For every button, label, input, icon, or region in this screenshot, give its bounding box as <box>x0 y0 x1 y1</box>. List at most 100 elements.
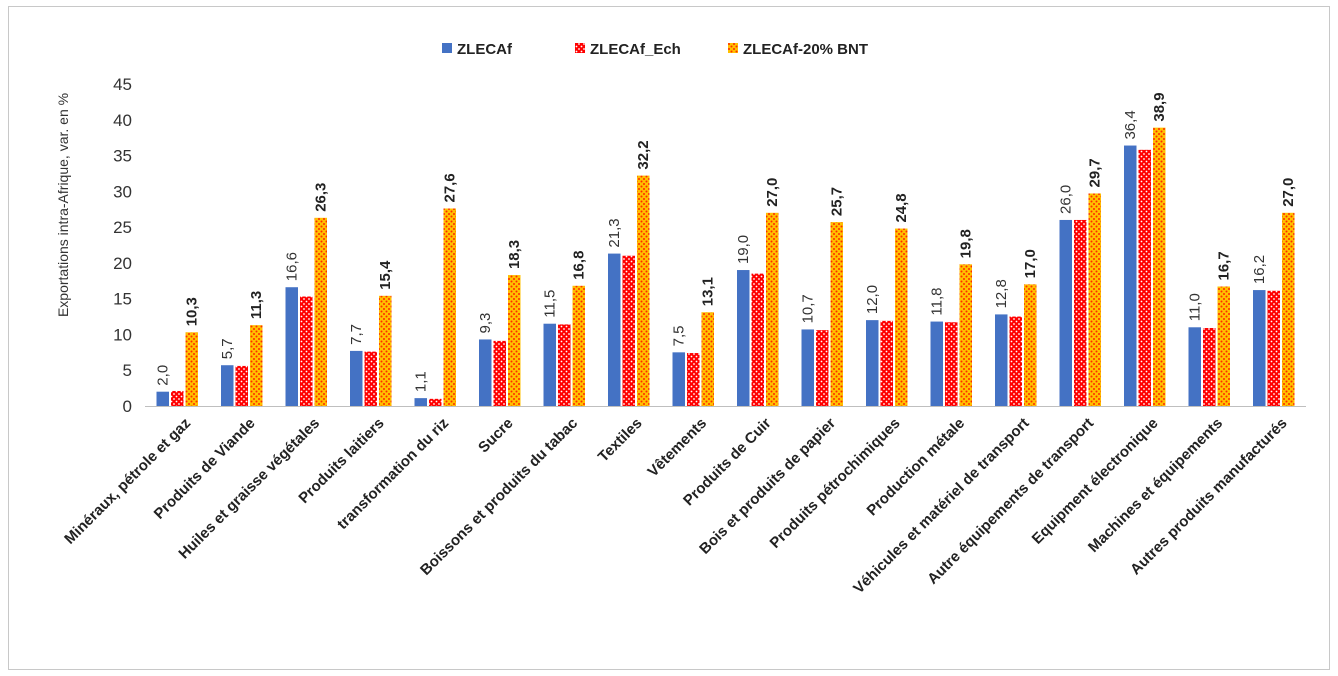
data-label-zlecaf: 7,5 <box>671 325 688 346</box>
bar-zlecaf-ech <box>300 296 313 406</box>
data-label-zlecaf: 12,8 <box>993 279 1010 308</box>
bar-zlecaf-20-bnt <box>572 285 585 406</box>
legend-label-zlecaf-ech: ZLECAf_Ech <box>590 41 681 58</box>
bar-zlecaf <box>414 398 427 406</box>
data-label-zlecaf: 21,3 <box>606 218 623 247</box>
data-label-zlecaf: 5,7 <box>219 338 236 359</box>
bar-zlecaf-ech <box>1267 290 1280 406</box>
bar-zlecaf-ech <box>1074 219 1087 406</box>
data-label-zlecaf: 11,8 <box>929 287 946 315</box>
data-label-zlecaf-20-bnt: 11,3 <box>248 291 265 319</box>
y-tick-label: 5 <box>123 361 132 380</box>
bar-zlecaf <box>930 321 943 406</box>
bar-zlecaf-20-bnt <box>1088 193 1101 406</box>
bar-zlecaf-ech <box>622 255 635 406</box>
bar-zlecaf-20-bnt <box>895 228 908 406</box>
bar-zlecaf-20-bnt <box>314 217 327 406</box>
data-label-zlecaf-20-bnt: 16,8 <box>571 251 588 280</box>
y-tick-label: 20 <box>113 254 132 273</box>
bar-zlecaf-ech <box>235 365 248 406</box>
data-label-zlecaf-20-bnt: 10,3 <box>184 297 201 326</box>
bars <box>156 127 1295 406</box>
data-label-zlecaf-20-bnt: 19,8 <box>958 229 975 258</box>
x-category-label: Produits pétrochimiques <box>767 415 904 552</box>
bar-zlecaf-ech <box>493 340 506 406</box>
y-axis-label: Exportations intra-Afrique, var. en % <box>55 93 71 317</box>
bar-zlecaf <box>801 329 814 406</box>
data-label-zlecaf: 36,4 <box>1122 110 1139 139</box>
bar-zlecaf <box>737 270 750 406</box>
bar-zlecaf-20-bnt <box>701 312 714 406</box>
bar-zlecaf <box>156 391 169 406</box>
bar-zlecaf <box>350 350 363 406</box>
data-label-zlecaf: 19,0 <box>735 235 752 264</box>
data-label-zlecaf-20-bnt: 24,8 <box>893 193 910 222</box>
legend-label-zlecaf: ZLECAf <box>457 41 513 58</box>
bar-zlecaf-20-bnt <box>379 295 392 406</box>
data-label-zlecaf-20-bnt: 27,0 <box>1280 178 1297 207</box>
y-tick-label: 45 <box>113 75 132 94</box>
bar-zlecaf-20-bnt <box>830 222 843 406</box>
y-axis-ticks: 0 5 10 15 20 25 30 35 40 45 <box>113 75 132 416</box>
legend-swatch-zlecaf-ech <box>575 43 585 53</box>
legend-swatch-zlecaf <box>442 43 452 53</box>
data-label-zlecaf-20-bnt: 26,3 <box>313 183 330 212</box>
bar-zlecaf-20-bnt <box>1024 284 1037 406</box>
data-label-zlecaf-20-bnt: 25,7 <box>829 187 846 216</box>
bar-zlecaf-ech <box>171 390 184 406</box>
data-label-zlecaf: 26,0 <box>1058 185 1075 214</box>
bar-zlecaf <box>608 253 621 406</box>
bar-zlecaf <box>285 287 298 406</box>
data-label-zlecaf: 9,3 <box>477 313 494 334</box>
data-label-zlecaf-20-bnt: 15,4 <box>377 260 394 290</box>
x-category-label: Sucre <box>475 415 517 457</box>
bar-zlecaf-20-bnt <box>443 208 456 406</box>
data-label-zlecaf: 16,2 <box>1251 255 1268 284</box>
bar-zlecaf-ech <box>687 353 700 406</box>
bar-zlecaf-20-bnt <box>959 264 972 406</box>
bar-labels: 2,0 10,3 5,7 11,3 16,6 26,3 7,7 15,4 1,1 27,6 9,3 1… <box>155 92 1298 392</box>
bar-zlecaf <box>1253 290 1266 406</box>
y-tick-label: 0 <box>123 397 132 416</box>
y-tick-label: 15 <box>113 290 132 309</box>
y-tick-label: 35 <box>113 147 132 166</box>
data-label-zlecaf: 1,1 <box>413 371 430 392</box>
data-label-zlecaf: 2,0 <box>155 365 172 386</box>
bar-zlecaf <box>479 339 492 406</box>
bar-zlecaf-ech <box>1203 328 1216 406</box>
bar-zlecaf-20-bnt <box>1282 212 1295 406</box>
data-label-zlecaf-20-bnt: 18,3 <box>506 240 523 269</box>
data-label-zlecaf-20-bnt: 27,6 <box>442 173 459 202</box>
data-label-zlecaf-20-bnt: 16,7 <box>1216 251 1233 280</box>
bar-zlecaf-ech <box>1009 316 1022 406</box>
bar-zlecaf-ech <box>429 398 442 406</box>
data-label-zlecaf: 11,5 <box>542 290 559 318</box>
bar-zlecaf-ech <box>558 324 571 406</box>
bar-zlecaf <box>543 323 556 406</box>
y-tick-label: 10 <box>113 325 132 344</box>
bar-zlecaf-20-bnt <box>508 275 521 406</box>
bar-zlecaf-20-bnt <box>1217 286 1230 406</box>
x-category-label: Minéraux, pétrole et gaz <box>61 415 194 548</box>
x-category-label: Textiles <box>595 415 646 466</box>
x-category-label: Vêtements <box>644 415 710 481</box>
bar-zlecaf-20-bnt <box>637 175 650 406</box>
bar-zlecaf <box>221 365 234 406</box>
data-label-zlecaf-20-bnt: 29,7 <box>1087 158 1104 187</box>
bar-zlecaf <box>995 314 1008 406</box>
data-label-zlecaf: 16,6 <box>284 252 301 281</box>
bar-zlecaf-20-bnt <box>250 325 263 406</box>
data-label-zlecaf-20-bnt: 17,0 <box>1022 249 1039 278</box>
bar-zlecaf-ech <box>880 320 893 406</box>
data-label-zlecaf-20-bnt: 32,2 <box>635 140 652 169</box>
x-category-label: Equipment électronique <box>1029 415 1162 548</box>
x-category-label: Bois et produits de papier <box>696 415 839 558</box>
bar-zlecaf-ech <box>945 322 958 406</box>
y-tick-label: 25 <box>113 218 132 237</box>
bar-zlecaf-ech <box>816 330 829 406</box>
bar-zlecaf-ech <box>751 273 764 406</box>
legend: ZLECAf ZLECAf_Ech ZLECAf-20% BNT <box>442 41 868 58</box>
data-label-zlecaf-20-bnt: 13,1 <box>700 277 717 306</box>
legend-swatch-zlecaf-20-bnt <box>728 43 738 53</box>
